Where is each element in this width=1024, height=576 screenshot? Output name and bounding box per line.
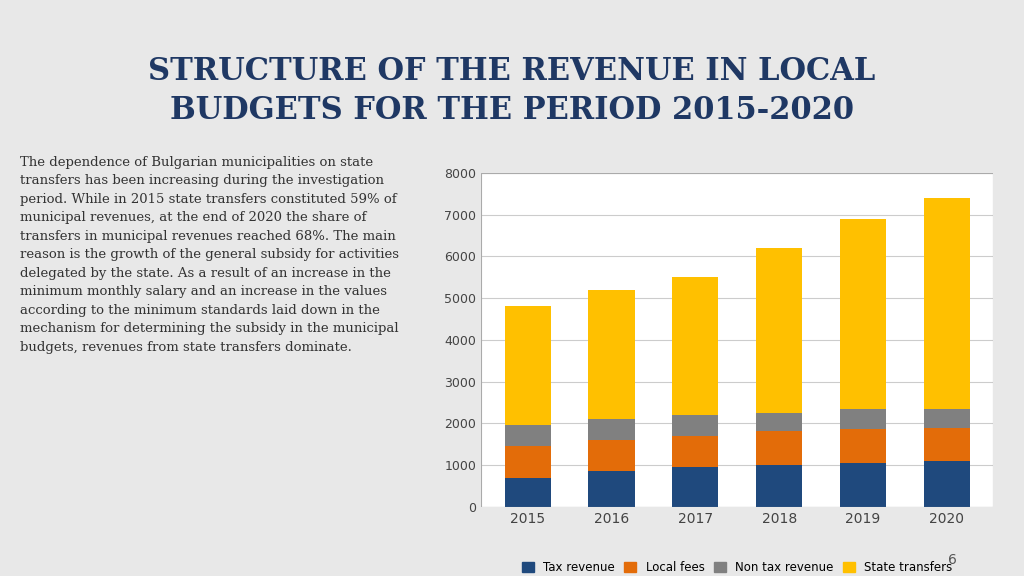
Text: STRUCTURE OF THE REVENUE IN LOCAL
BUDGETS FOR THE PERIOD 2015-2020: STRUCTURE OF THE REVENUE IN LOCAL BUDGET… [148,56,876,126]
Bar [924,461,970,507]
Bar [505,426,551,446]
Bar [756,465,802,507]
Bar [840,409,886,429]
Text: The dependence of Bulgarian municipalities on state
transfers has been increasin: The dependence of Bulgarian municipaliti… [20,156,399,354]
Bar [924,427,970,461]
Text: 6: 6 [948,554,956,567]
Bar [505,446,551,478]
Bar [589,471,635,507]
Legend: Tax revenue, Local fees, Non tax revenue, State transfers: Tax revenue, Local fees, Non tax revenue… [517,556,957,576]
Bar [924,409,970,427]
Bar [673,436,719,467]
Bar [673,415,719,436]
Bar [589,419,635,439]
Bar [481,173,993,507]
Bar [840,429,886,463]
Bar [505,306,551,426]
Bar [673,277,719,415]
Bar [756,413,802,431]
Bar [756,248,802,413]
Bar [673,467,719,507]
Bar [840,463,886,507]
Bar [589,290,635,419]
Bar [840,219,886,409]
Bar [756,431,802,465]
Bar [589,439,635,471]
Bar [924,198,970,409]
Bar [505,478,551,507]
